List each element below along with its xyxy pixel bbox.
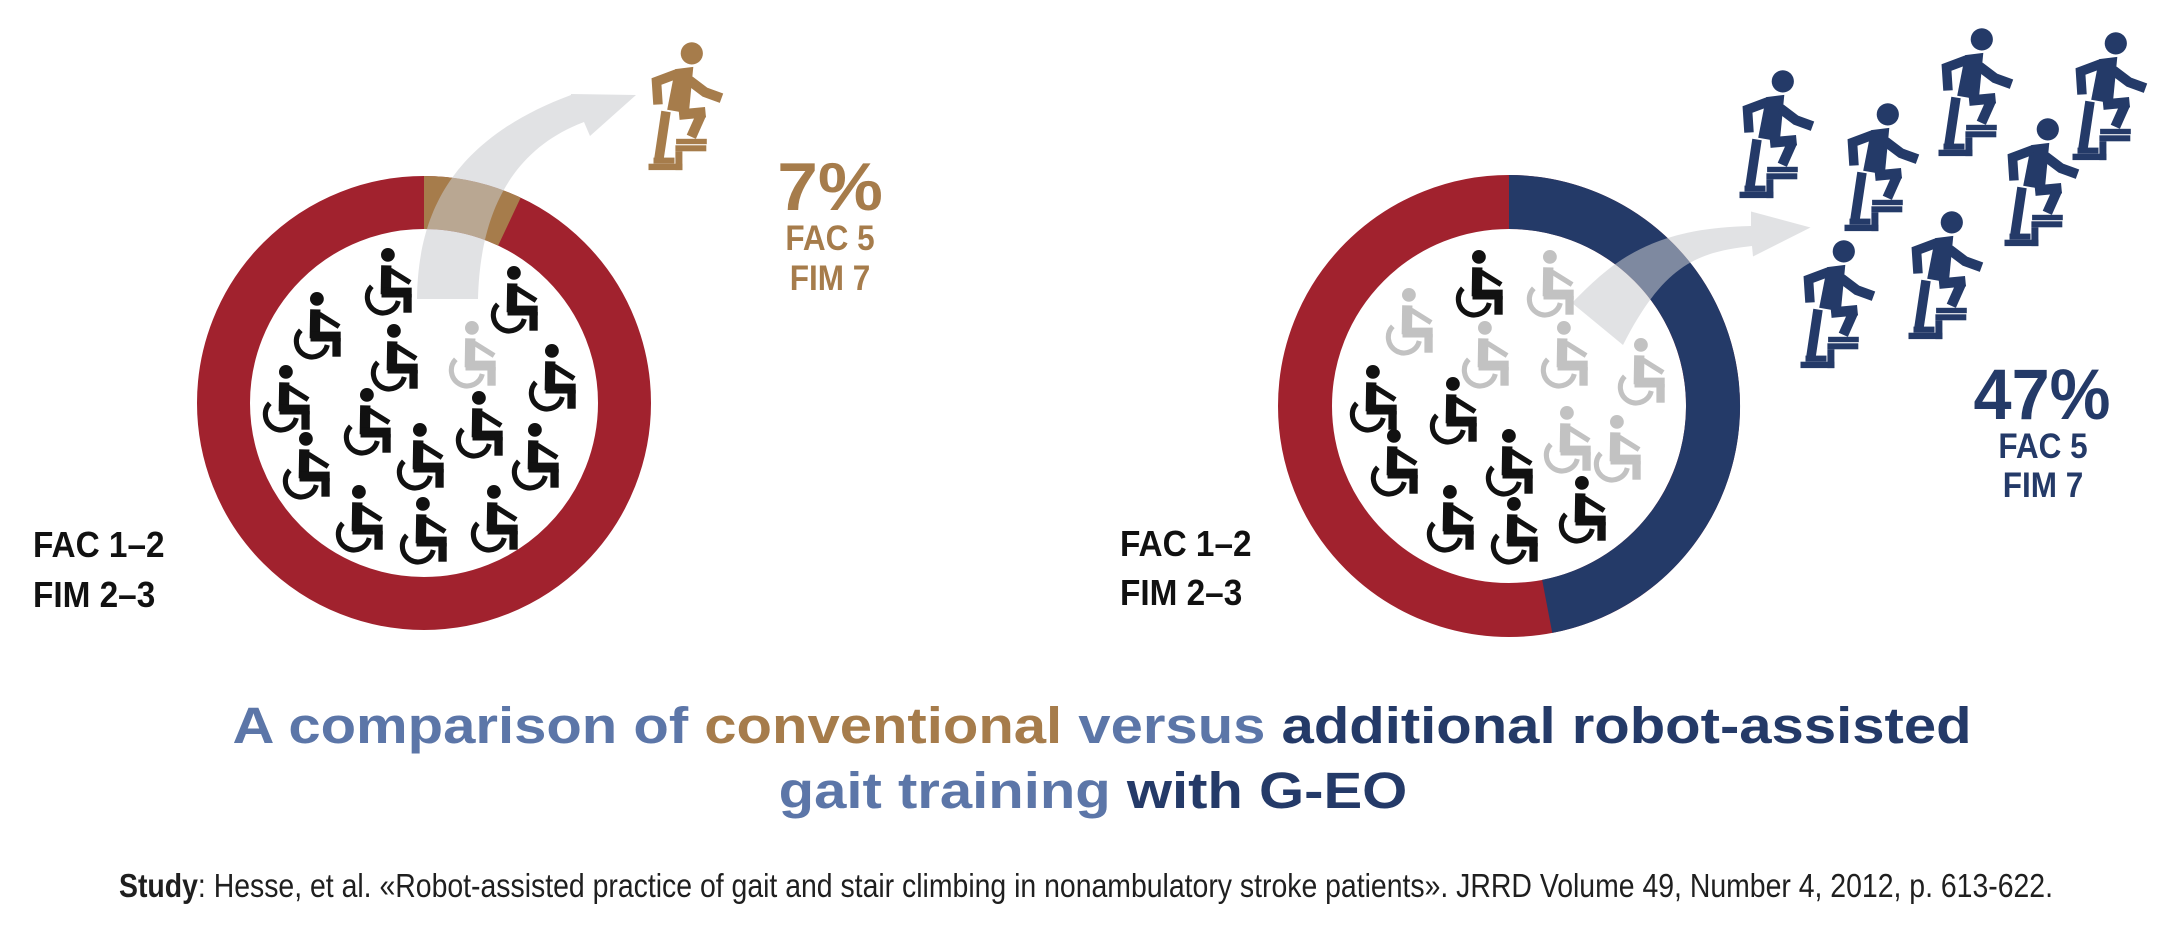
svg-text:FAC 1–2: FAC 1–2 — [1120, 525, 1252, 564]
svg-text:FIM 2–3: FIM 2–3 — [1120, 574, 1242, 613]
svg-text:gait training with G-EO: gait training with G-EO — [779, 762, 1408, 819]
svg-text:FAC 1–2: FAC 1–2 — [33, 526, 165, 565]
svg-text:FAC 5: FAC 5 — [785, 220, 874, 259]
svg-text:A comparison of conventional v: A comparison of conventional versus addi… — [232, 697, 1971, 754]
svg-text:FIM 7: FIM 7 — [790, 260, 870, 299]
svg-text:Study: Hesse, et al. «Robot-as: Study: Hesse, et al. «Robot-assisted pra… — [119, 867, 2053, 905]
svg-text:47%: 47% — [1974, 355, 2111, 434]
svg-text:FAC 5: FAC 5 — [1998, 428, 2087, 467]
svg-text:FIM 7: FIM 7 — [2003, 467, 2083, 506]
svg-text:FIM 2–3: FIM 2–3 — [33, 576, 155, 615]
svg-text:7%: 7% — [777, 148, 883, 224]
